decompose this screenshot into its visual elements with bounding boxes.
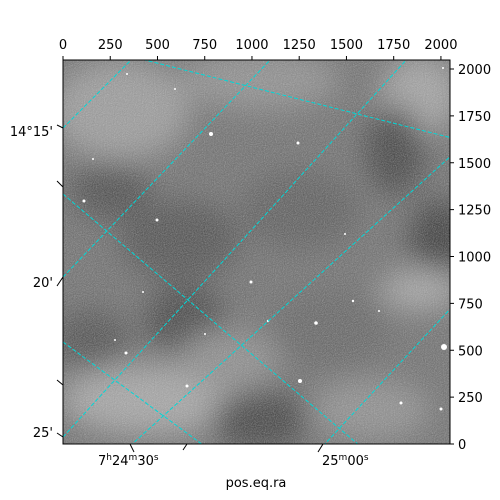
plot-frame [62,59,451,445]
x-pixel-tick-label: 500 [145,38,170,53]
y-pixel-tick-label: 1250 [458,204,491,219]
dec-tick-mark [56,432,64,438]
y-pixel-tick-label: 0 [458,438,466,453]
sky-image [63,60,450,444]
ra-axis: 7h24m30s 25m00s pos.eq.ra [98,443,369,491]
dec-axis: 14°15' 20' 25' [10,124,64,441]
x-pixel-tick-label: 2000 [424,38,457,53]
ra-tick-mark [317,443,324,453]
y-pixel-tick-label: 1750 [458,110,491,125]
right-pixel-axis: 0 250 500 750 1000 1250 1500 1750 2000 [450,63,491,453]
y-pixel-tick-label: 1000 [458,251,491,266]
coordinate-grid [63,60,450,444]
x-pixel-tick-label: 1750 [377,38,410,53]
x-pixel-tick-label: 750 [192,38,217,53]
dec-tick-mark [56,379,64,386]
ra-tick-mark [129,443,135,453]
stars [82,67,447,411]
x-axis-title: pos.eq.ra [226,476,287,491]
top-pixel-axis: 0 250 500 750 1000 1250 1500 1750 2000 [59,38,457,60]
x-pixel-tick-label: 1250 [283,38,316,53]
y-pixel-tick-label: 250 [458,391,483,406]
dec-tick-label: 20' [33,276,53,291]
x-pixel-tick-label: 1000 [235,38,268,53]
ra-tick-label: 7h24m30s [98,453,159,469]
x-pixel-tick-label: 250 [98,38,123,53]
dec-tick-mark [56,276,64,287]
dec-tick-mark [56,124,64,129]
dec-tick-mark [56,180,64,188]
y-pixel-tick-label: 750 [458,297,483,312]
dec-tick-label: 25' [33,426,53,441]
ra-tick-label: 25m00s [322,453,369,469]
y-pixel-tick-label: 1500 [458,157,491,172]
dec-tick-label: 14°15' [10,125,53,140]
ra-tick-mark [182,443,188,451]
y-pixel-tick-label: 500 [458,344,483,359]
y-pixel-tick-label: 2000 [458,63,491,78]
x-pixel-tick-label: 0 [59,38,67,53]
x-pixel-tick-label: 1500 [330,38,363,53]
